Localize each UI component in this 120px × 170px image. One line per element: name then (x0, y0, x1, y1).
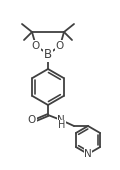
Text: N: N (84, 149, 92, 159)
Text: O: O (56, 41, 64, 51)
Text: N: N (57, 115, 65, 125)
Text: O: O (32, 41, 40, 51)
Text: H: H (58, 120, 66, 130)
Text: O: O (28, 115, 36, 125)
Text: B: B (44, 48, 52, 62)
